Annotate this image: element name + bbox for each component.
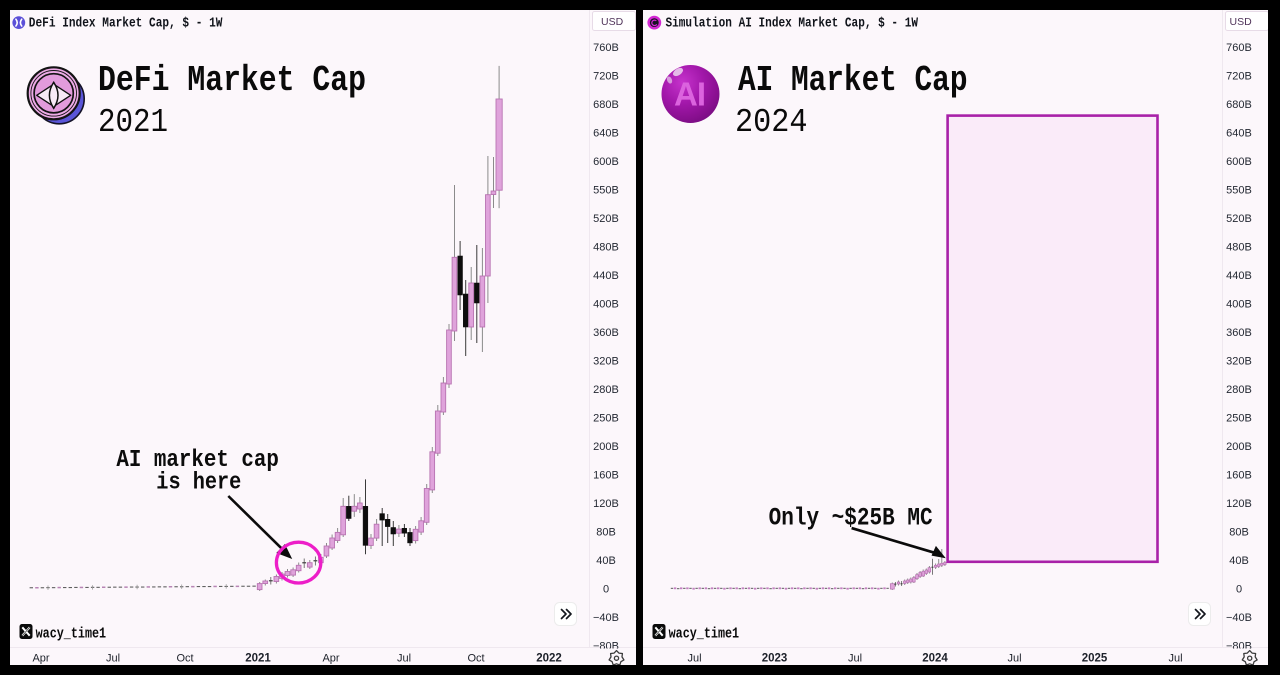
svg-text:DeFi Index Market Cap, $ - 1W: DeFi Index Market Cap, $ - 1W xyxy=(29,17,223,32)
svg-text:Simulation AI Index Market Cap: Simulation AI Index Market Cap, $ - 1W xyxy=(666,17,919,32)
svg-text:Apr: Apr xyxy=(32,652,49,664)
svg-text:480B: 480B xyxy=(593,241,619,253)
svg-text:2022: 2022 xyxy=(536,652,562,664)
svg-text:80B: 80B xyxy=(596,526,616,538)
svg-text:680B: 680B xyxy=(593,99,619,111)
svg-text:480B: 480B xyxy=(1226,241,1252,253)
svg-text:Oct: Oct xyxy=(176,652,193,664)
svg-text:200B: 200B xyxy=(593,441,619,453)
svg-text:−40B: −40B xyxy=(593,612,619,624)
svg-text:Jul: Jul xyxy=(1168,652,1182,664)
svg-text:2023: 2023 xyxy=(762,652,788,664)
svg-text:120B: 120B xyxy=(593,498,619,510)
svg-text:Jul: Jul xyxy=(397,652,411,664)
svg-text:wacy_time1: wacy_time1 xyxy=(36,626,107,642)
svg-text:720B: 720B xyxy=(1226,70,1252,82)
svg-text:440B: 440B xyxy=(593,270,619,282)
svg-text:280B: 280B xyxy=(593,384,619,396)
svg-text:2021: 2021 xyxy=(98,104,168,142)
svg-text:720B: 720B xyxy=(593,70,619,82)
svg-text:Jul: Jul xyxy=(1007,652,1021,664)
svg-text:250B: 250B xyxy=(1226,412,1252,424)
svg-text:Only ~$25B MC: Only ~$25B MC xyxy=(769,505,933,533)
svg-text:520B: 520B xyxy=(1226,213,1252,225)
svg-text:120B: 120B xyxy=(1226,498,1252,510)
svg-text:USD: USD xyxy=(1230,16,1253,28)
svg-text:AI market cap: AI market cap xyxy=(116,447,279,474)
svg-text:160B: 160B xyxy=(593,469,619,481)
svg-text:360B: 360B xyxy=(593,327,619,339)
svg-text:280B: 280B xyxy=(1226,384,1252,396)
svg-text:Jul: Jul xyxy=(848,652,862,664)
svg-text:USD: USD xyxy=(601,16,624,28)
svg-text:250B: 250B xyxy=(593,412,619,424)
svg-text:400B: 400B xyxy=(593,298,619,310)
svg-text:0: 0 xyxy=(1236,583,1242,595)
svg-text:320B: 320B xyxy=(593,355,619,367)
svg-text:760B: 760B xyxy=(1226,42,1252,54)
svg-text:Jul: Jul xyxy=(687,652,701,664)
svg-text:360B: 360B xyxy=(1226,327,1252,339)
svg-text:440B: 440B xyxy=(1226,270,1252,282)
svg-text:550B: 550B xyxy=(1226,184,1252,196)
svg-text:wacy_time1: wacy_time1 xyxy=(669,626,740,642)
svg-text:Oct: Oct xyxy=(467,652,484,664)
svg-text:760B: 760B xyxy=(593,42,619,54)
svg-text:640B: 640B xyxy=(593,127,619,139)
svg-text:40B: 40B xyxy=(1229,555,1249,567)
svg-text:2024: 2024 xyxy=(735,104,808,142)
svg-text:320B: 320B xyxy=(1226,355,1252,367)
svg-text:Apr: Apr xyxy=(322,652,339,664)
svg-text:2021: 2021 xyxy=(245,652,271,664)
svg-text:80B: 80B xyxy=(1229,526,1249,538)
svg-text:AI: AI xyxy=(674,76,705,113)
svg-text:2024: 2024 xyxy=(922,652,948,664)
svg-text:600B: 600B xyxy=(593,156,619,168)
svg-text:DeFi Market Cap: DeFi Market Cap xyxy=(98,60,366,101)
svg-text:40B: 40B xyxy=(596,555,616,567)
svg-text:680B: 680B xyxy=(1226,99,1252,111)
svg-text:400B: 400B xyxy=(1226,298,1252,310)
svg-text:520B: 520B xyxy=(593,213,619,225)
svg-text:2025: 2025 xyxy=(1082,652,1108,664)
svg-text:160B: 160B xyxy=(1226,469,1252,481)
svg-text:is here: is here xyxy=(156,469,241,496)
svg-text:640B: 640B xyxy=(1226,127,1252,139)
svg-text:Jul: Jul xyxy=(106,652,120,664)
svg-text:AI Market Cap: AI Market Cap xyxy=(738,60,968,101)
svg-text:600B: 600B xyxy=(1226,156,1252,168)
svg-text:550B: 550B xyxy=(593,184,619,196)
svg-text:0: 0 xyxy=(603,583,609,595)
svg-text:200B: 200B xyxy=(1226,441,1252,453)
svg-text:−40B: −40B xyxy=(1226,612,1252,624)
